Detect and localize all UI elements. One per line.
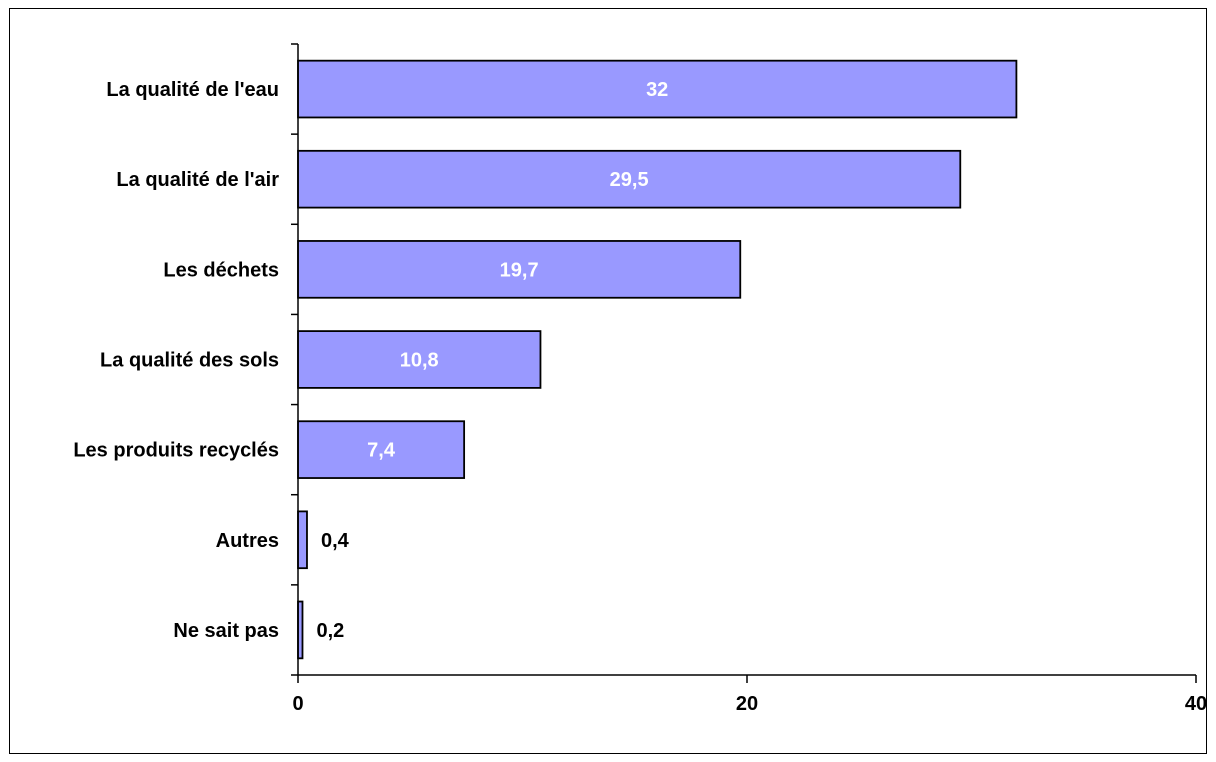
x-tick-label: 20 — [736, 693, 758, 715]
bar — [297, 149, 962, 209]
x-tick-label: 40 — [1185, 693, 1207, 715]
data-label: 0,4 — [321, 530, 350, 552]
bar — [297, 510, 308, 570]
bar — [297, 240, 742, 299]
category-label: Les déchets — [163, 259, 279, 281]
category-label: La qualité de l'air — [116, 169, 279, 191]
data-label: 32 — [646, 79, 668, 101]
category-label: Autres — [216, 530, 279, 552]
x-tick-label: 0 — [292, 693, 303, 715]
data-label: 0,2 — [316, 620, 344, 642]
bar — [297, 59, 1018, 119]
category-label: Ne sait pas — [173, 620, 279, 642]
data-label: 19,7 — [500, 259, 539, 281]
data-label: 10,8 — [400, 350, 439, 372]
data-label: 29,5 — [610, 169, 649, 191]
category-label: La qualité des sols — [100, 350, 279, 372]
category-label: Les produits recyclés — [73, 440, 279, 462]
data-label: 7,4 — [367, 440, 396, 462]
chart-frame — [9, 8, 1207, 754]
bar — [297, 330, 542, 389]
category-label: La qualité de l'eau — [106, 79, 279, 101]
